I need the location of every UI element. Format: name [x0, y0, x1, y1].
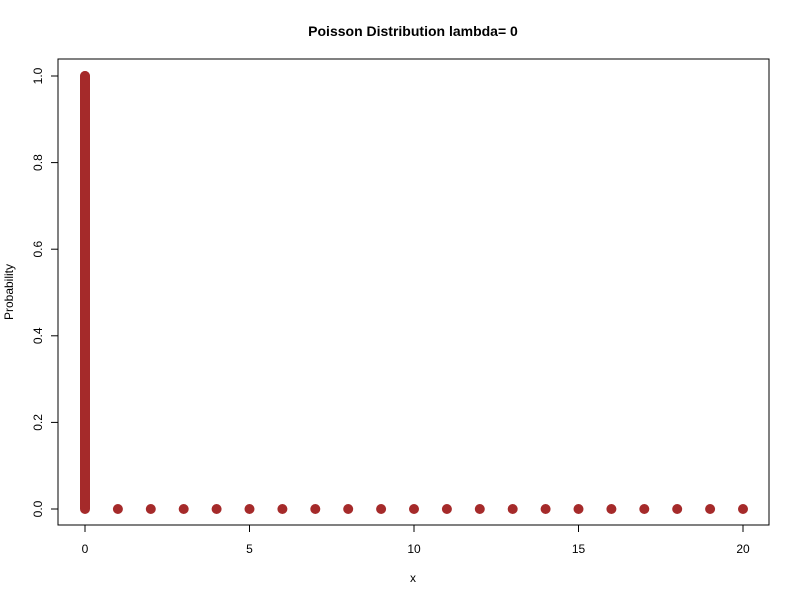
- data-point: [112, 504, 123, 514]
- data-point: [672, 504, 683, 514]
- series-layer: [80, 71, 748, 514]
- x-axis: 0 5 10 15 20: [82, 524, 750, 556]
- x-axis-label: x: [410, 571, 416, 585]
- x-tick-label: 15: [572, 542, 586, 556]
- data-point: [507, 504, 518, 514]
- y-tick-label: 0.4: [31, 327, 45, 344]
- y-tick-label: 0.0: [31, 500, 45, 517]
- y-tick-label: 1.0: [31, 67, 45, 84]
- data-point: [639, 504, 650, 514]
- data-point: [409, 504, 419, 514]
- data-point: [738, 504, 748, 514]
- data-point: [441, 504, 452, 514]
- chart-title: Poisson Distribution lambda= 0: [308, 23, 518, 39]
- y-axis: 0.0 0.2 0.4 0.6 0.8 1.0: [31, 67, 59, 517]
- data-point: [376, 504, 387, 514]
- data-point: [178, 504, 189, 514]
- y-tick-label: 0.6: [31, 241, 45, 258]
- data-point: [606, 504, 617, 514]
- y-axis-label: Probability: [2, 264, 16, 320]
- x-tick-label: 10: [407, 542, 421, 556]
- x-tick-label: 0: [82, 542, 89, 556]
- data-point: [540, 504, 551, 514]
- data-point: [211, 504, 222, 514]
- data-point: [474, 504, 485, 514]
- data-point: [343, 504, 354, 514]
- data-point: [145, 504, 156, 514]
- data-point: [573, 504, 584, 514]
- y-tick-label: 0.2: [31, 414, 45, 431]
- x-tick-label: 20: [736, 542, 750, 556]
- x-tick-label: 5: [246, 542, 253, 556]
- data-point: [244, 504, 255, 514]
- data-point: [310, 504, 321, 514]
- y-tick-label: 0.8: [31, 154, 45, 171]
- data-point: [705, 504, 716, 514]
- data-point: [277, 504, 288, 514]
- data-point: [80, 71, 90, 81]
